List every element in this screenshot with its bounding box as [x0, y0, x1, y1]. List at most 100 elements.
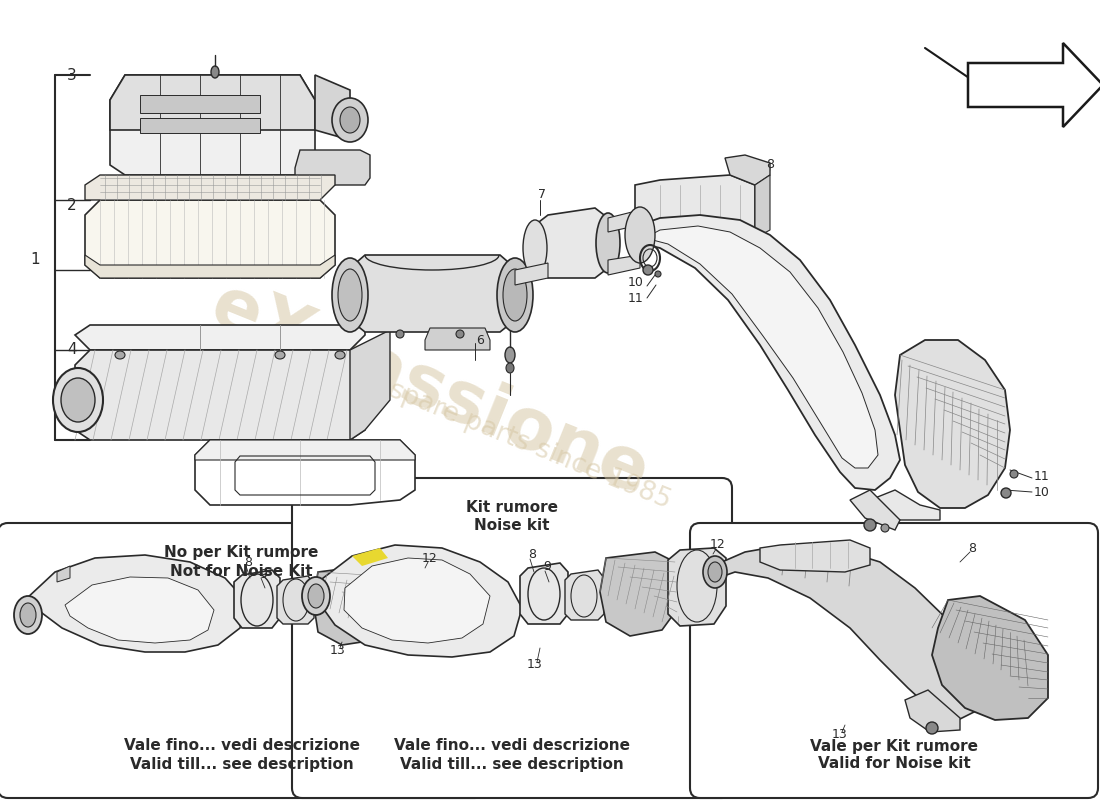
Ellipse shape [308, 584, 324, 608]
Polygon shape [725, 155, 770, 185]
Polygon shape [645, 226, 878, 468]
Text: 13: 13 [330, 643, 345, 657]
Polygon shape [195, 440, 415, 460]
Text: 9: 9 [260, 567, 267, 581]
Polygon shape [715, 545, 984, 720]
Text: 13: 13 [527, 658, 543, 671]
Ellipse shape [503, 269, 527, 321]
Polygon shape [379, 562, 440, 638]
Polygon shape [195, 440, 415, 505]
Polygon shape [515, 263, 548, 285]
FancyBboxPatch shape [292, 478, 732, 798]
Ellipse shape [864, 519, 876, 531]
Polygon shape [85, 255, 336, 278]
Ellipse shape [881, 524, 889, 532]
Ellipse shape [1010, 470, 1018, 478]
Ellipse shape [275, 351, 285, 359]
Ellipse shape [505, 347, 515, 363]
Polygon shape [520, 563, 568, 624]
Ellipse shape [654, 271, 661, 277]
Ellipse shape [506, 363, 514, 373]
Ellipse shape [332, 258, 368, 332]
Polygon shape [110, 75, 315, 175]
Text: Valid till... see description: Valid till... see description [130, 757, 353, 771]
Text: 1: 1 [30, 253, 40, 267]
Polygon shape [425, 328, 490, 350]
Text: Valid till... see description: Valid till... see description [400, 757, 624, 771]
Polygon shape [234, 570, 280, 628]
Ellipse shape [708, 562, 722, 582]
Text: eXpassione: eXpassione [31, 562, 370, 718]
Text: eXpassione: eXpassione [201, 270, 659, 510]
Text: 12: 12 [711, 538, 726, 551]
Polygon shape [755, 175, 770, 238]
Text: spare parts since 1985: spare parts since 1985 [463, 604, 696, 696]
Text: Valid for Noise kit: Valid for Noise kit [817, 757, 970, 771]
Polygon shape [75, 350, 365, 440]
Ellipse shape [116, 351, 125, 359]
Text: Kit rumore: Kit rumore [466, 501, 558, 515]
Ellipse shape [625, 207, 654, 263]
Polygon shape [350, 330, 390, 440]
Ellipse shape [703, 556, 727, 588]
Text: 4: 4 [67, 342, 77, 358]
Text: 6: 6 [476, 334, 484, 346]
Polygon shape [874, 490, 940, 520]
Polygon shape [850, 490, 900, 530]
Text: spare parts since 1985: spare parts since 1985 [385, 377, 674, 514]
Polygon shape [895, 340, 1010, 508]
Polygon shape [635, 215, 900, 490]
Ellipse shape [596, 213, 620, 273]
Polygon shape [608, 255, 640, 275]
FancyBboxPatch shape [0, 523, 485, 798]
Polygon shape [75, 325, 365, 350]
FancyBboxPatch shape [690, 523, 1098, 798]
Ellipse shape [20, 603, 36, 627]
Polygon shape [277, 576, 313, 624]
Ellipse shape [332, 98, 368, 142]
Ellipse shape [926, 722, 938, 734]
Ellipse shape [211, 66, 219, 78]
Text: 8: 8 [528, 549, 536, 562]
Text: 2: 2 [67, 198, 77, 213]
Polygon shape [608, 210, 640, 232]
Polygon shape [350, 255, 515, 332]
Text: 10: 10 [1034, 486, 1049, 498]
Polygon shape [600, 552, 678, 636]
Polygon shape [352, 548, 388, 566]
Text: 11: 11 [628, 291, 643, 305]
Text: 8: 8 [968, 542, 976, 554]
Bar [140, 118, 260, 133]
Text: 7: 7 [538, 189, 546, 202]
Text: Vale fino... vedi descrizione: Vale fino... vedi descrizione [123, 738, 360, 754]
Polygon shape [565, 570, 604, 620]
Polygon shape [905, 690, 960, 732]
Text: spare parts since 1985: spare parts since 1985 [123, 624, 356, 716]
Polygon shape [65, 577, 214, 643]
Ellipse shape [14, 596, 42, 634]
Polygon shape [635, 175, 755, 245]
Text: eXpassione: eXpassione [371, 542, 710, 698]
Ellipse shape [53, 368, 103, 432]
Ellipse shape [1001, 488, 1011, 498]
Polygon shape [760, 540, 870, 572]
Polygon shape [315, 75, 350, 140]
Text: 8: 8 [244, 555, 252, 569]
Ellipse shape [60, 378, 95, 422]
Text: Not for Noise Kit: Not for Noise Kit [170, 563, 312, 578]
Ellipse shape [456, 330, 464, 338]
Text: Vale fino... vedi descrizione: Vale fino... vedi descrizione [394, 738, 630, 754]
Ellipse shape [522, 220, 547, 276]
Ellipse shape [302, 577, 330, 615]
Polygon shape [668, 548, 726, 626]
Text: Noise kit: Noise kit [474, 518, 550, 534]
Text: 10: 10 [628, 277, 643, 290]
Text: 12: 12 [422, 551, 438, 565]
Polygon shape [110, 75, 315, 130]
Polygon shape [85, 175, 336, 200]
Text: 8: 8 [766, 158, 774, 171]
Bar [140, 95, 260, 113]
Text: 9: 9 [543, 561, 551, 574]
Ellipse shape [338, 269, 362, 321]
Polygon shape [318, 545, 522, 657]
